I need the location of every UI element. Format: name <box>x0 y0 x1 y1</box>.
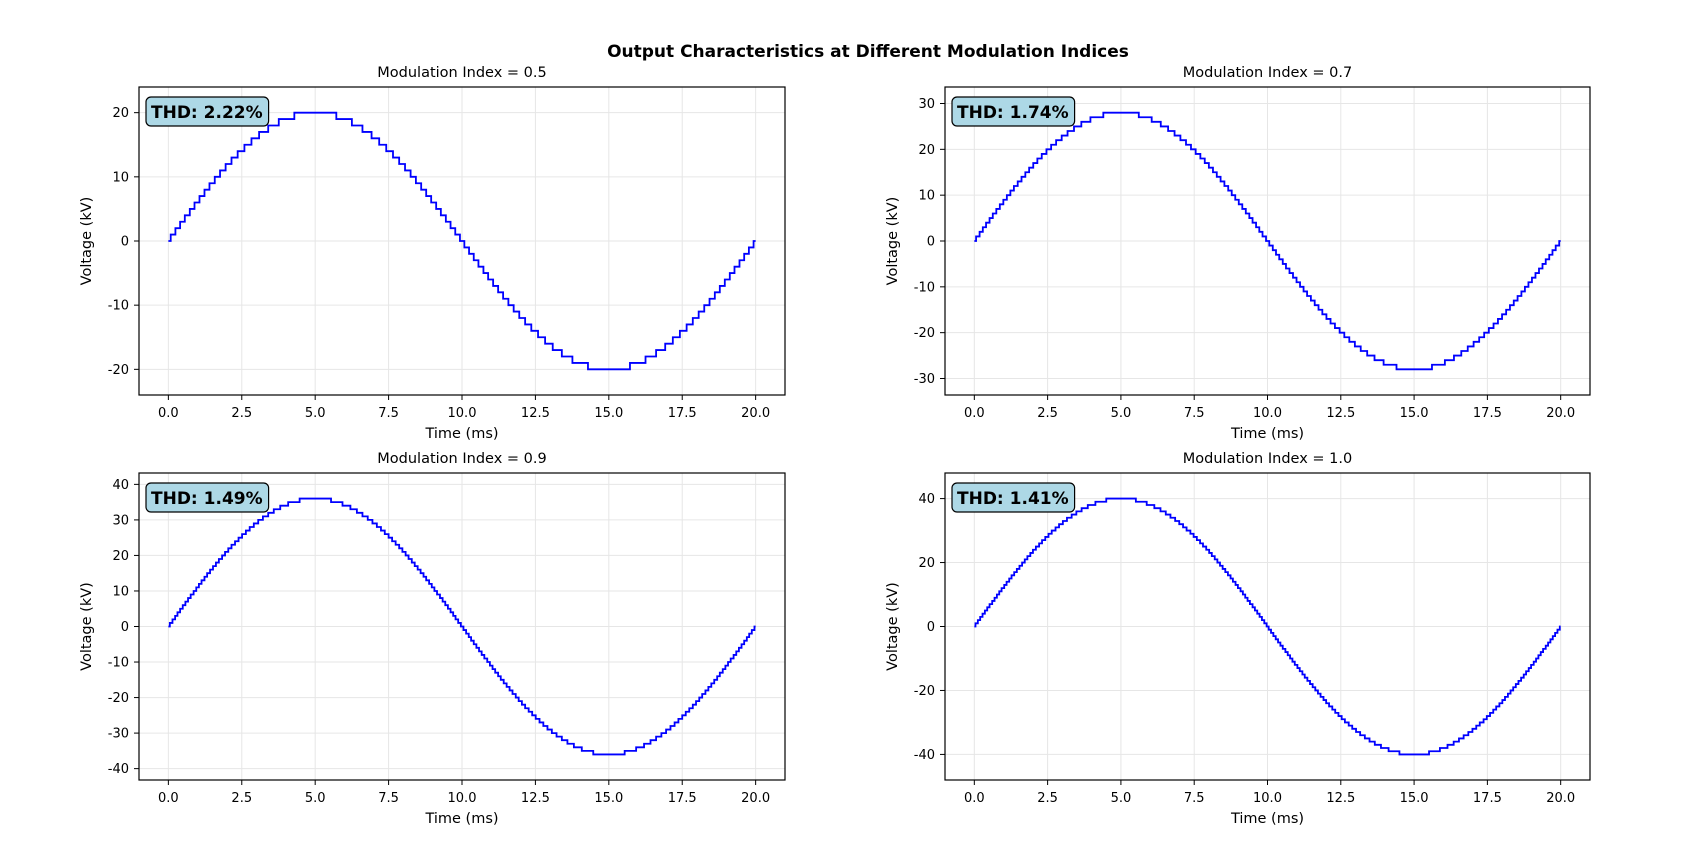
x-tick-label: 10.0 <box>448 791 477 806</box>
y-tick-label: 10 <box>918 189 935 204</box>
x-tick-label: 12.5 <box>1326 406 1355 421</box>
y-axis-label: Voltage (kV) <box>885 582 901 671</box>
series-line <box>974 497 1561 756</box>
y-tick-label: -20 <box>914 326 935 341</box>
thd-label: THD: 2.22% <box>151 103 263 123</box>
series-line <box>168 497 756 756</box>
y-tick-label: -30 <box>914 372 935 387</box>
x-axis-label: Time (ms) <box>424 426 498 442</box>
y-tick-label: -10 <box>914 280 935 295</box>
x-tick-label: 7.5 <box>1184 406 1205 421</box>
y-tick-label: 0 <box>927 620 935 635</box>
y-tick-label: 20 <box>918 556 935 571</box>
thd-label: THD: 1.41% <box>957 489 1069 509</box>
series-line <box>168 111 756 371</box>
y-tick-label: -10 <box>108 299 129 314</box>
thd-annotation: THD: 2.22% <box>145 96 270 127</box>
x-tick-label: 5.0 <box>305 791 326 806</box>
x-tick-label: 17.5 <box>1473 406 1502 421</box>
y-tick-label: 20 <box>112 106 129 121</box>
subplot-2: 0.0 2.5 5.0 7.5 10.0 12.5 15.0 17.5 20.0 30 20 10 0 -… <box>885 65 1591 442</box>
thd-annotation: THD: 1.49% <box>145 482 270 513</box>
series-line <box>974 111 1561 371</box>
x-tick-label: 20.0 <box>1546 791 1575 806</box>
y-tick-label: 30 <box>112 513 129 528</box>
x-tick-label: 15.0 <box>594 791 623 806</box>
x-tick-label: 20.0 <box>741 791 770 806</box>
x-tick-label: 10.0 <box>448 406 477 421</box>
x-axis-label: Time (ms) <box>1230 426 1304 442</box>
y-tick-label: -20 <box>914 684 935 699</box>
y-tick-label: -30 <box>108 727 129 742</box>
x-tick-label: 0.0 <box>964 406 985 421</box>
x-tick-label: 10.0 <box>1253 791 1282 806</box>
thd-box <box>951 482 1076 513</box>
subplot-title: Modulation Index = 1.0 <box>1183 451 1352 467</box>
subplot-4: 0.0 2.5 5.0 7.5 10.0 12.5 15.0 17.5 20.0 40 20 0 -20… <box>885 451 1591 827</box>
x-tick-label: 7.5 <box>1184 791 1205 806</box>
thd-box <box>951 96 1076 127</box>
x-tick-label: 0.0 <box>158 791 179 806</box>
y-axis-label: Voltage (kV) <box>79 197 95 286</box>
x-tick-label: 15.0 <box>1400 791 1429 806</box>
x-tick-label: 2.5 <box>231 406 252 421</box>
x-tick-label: 15.0 <box>1400 406 1429 421</box>
x-tick-label: 15.0 <box>594 406 623 421</box>
y-tick-label: 20 <box>112 549 129 564</box>
subplot-title: Modulation Index = 0.9 <box>377 451 546 467</box>
thd-annotation: THD: 1.41% <box>951 482 1076 513</box>
x-axis-label: Time (ms) <box>424 811 498 827</box>
y-tick-label: 0 <box>927 235 935 250</box>
y-tick-label: -40 <box>108 762 129 777</box>
y-tick-label: -20 <box>108 363 129 378</box>
x-tick-label: 7.5 <box>378 406 399 421</box>
y-tick-label: -10 <box>108 656 129 671</box>
x-tick-label: 17.5 <box>668 406 697 421</box>
y-axis-label: Voltage (kV) <box>885 197 901 286</box>
x-tick-label: 2.5 <box>1037 791 1058 806</box>
y-tick-label: 0 <box>121 620 129 635</box>
y-tick-label: 0 <box>121 235 129 250</box>
x-tick-label: 12.5 <box>1326 791 1355 806</box>
y-axis-label: Voltage (kV) <box>79 582 95 671</box>
x-tick-label: 10.0 <box>1253 406 1282 421</box>
thd-box <box>145 482 270 513</box>
x-tick-label: 5.0 <box>1111 406 1132 421</box>
thd-label: THD: 1.74% <box>957 103 1069 123</box>
x-tick-label: 20.0 <box>741 406 770 421</box>
x-tick-label: 2.5 <box>231 791 252 806</box>
y-tick-label: 20 <box>918 143 935 158</box>
subplots: 0.0 2.5 5.0 7.5 10.0 12.5 15.0 17.5 20.0 20 10 0 -10… <box>79 65 1591 827</box>
subplot-title: Modulation Index = 0.7 <box>1183 65 1352 81</box>
y-tick-label: 30 <box>918 97 935 112</box>
x-tick-label: 2.5 <box>1037 406 1058 421</box>
subplot-1: 0.0 2.5 5.0 7.5 10.0 12.5 15.0 17.5 20.0 20 10 0 -10… <box>79 65 786 442</box>
x-tick-label: 7.5 <box>378 791 399 806</box>
y-tick-label: 10 <box>112 584 129 599</box>
y-tick-label: 40 <box>112 478 129 493</box>
y-tick-label: 10 <box>112 170 129 185</box>
x-tick-label: 12.5 <box>521 406 550 421</box>
x-tick-label: 12.5 <box>521 791 550 806</box>
x-tick-label: 0.0 <box>964 791 985 806</box>
y-tick-label: -40 <box>914 748 935 763</box>
subplot-3: 0.0 2.5 5.0 7.5 10.0 12.5 15.0 17.5 20.0 40 30 20 10… <box>79 451 786 827</box>
thd-box <box>145 96 270 127</box>
figure-title: Output Characteristics at Different Modu… <box>607 42 1129 62</box>
x-tick-label: 0.0 <box>158 406 179 421</box>
y-tick-label: 40 <box>918 492 935 507</box>
thd-label: THD: 1.49% <box>151 489 263 509</box>
x-tick-label: 17.5 <box>668 791 697 806</box>
x-tick-label: 17.5 <box>1473 791 1502 806</box>
thd-annotation: THD: 1.74% <box>951 96 1076 127</box>
x-tick-label: 5.0 <box>1111 791 1132 806</box>
x-axis-label: Time (ms) <box>1230 811 1304 827</box>
x-tick-label: 20.0 <box>1546 406 1575 421</box>
x-tick-label: 5.0 <box>305 406 326 421</box>
subplot-title: Modulation Index = 0.5 <box>377 65 546 81</box>
y-tick-label: -20 <box>108 691 129 706</box>
